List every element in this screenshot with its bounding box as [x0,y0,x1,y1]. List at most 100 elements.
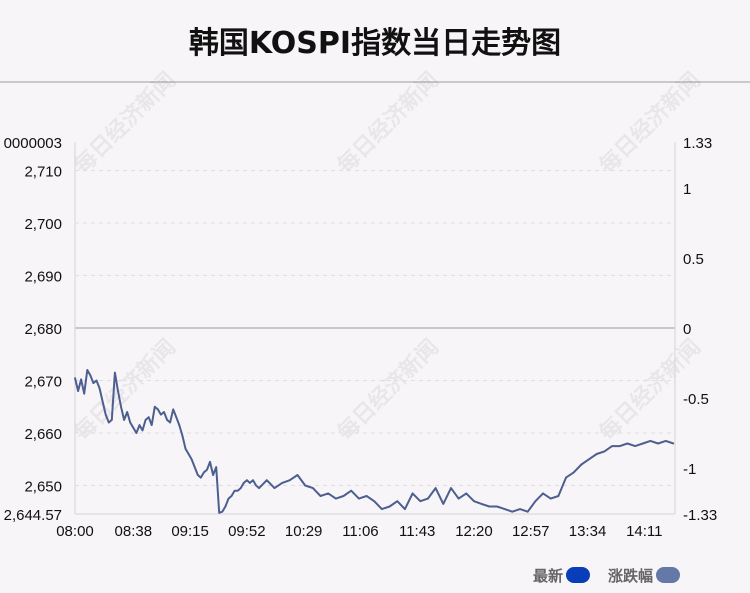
x-tick-label: 08:00 [56,523,94,540]
data-point [465,492,468,495]
y-left-tick-label: 2,660 [24,426,62,443]
data-point [187,453,190,455]
data-point [132,426,135,429]
legend-swatch-change [656,567,681,583]
x-tick-label: 10:29 [285,523,323,540]
y-right-tick-label: 0 [683,321,691,338]
data-point [126,411,128,413]
data-point [196,474,199,476]
data-point [365,495,368,497]
data-point [138,424,141,426]
y-left-tick-label: 2,680 [24,321,62,338]
data-point [588,458,590,461]
watermark-text: 每日经济新闻 [332,67,444,179]
x-tick-label: 09:52 [228,523,266,540]
watermark-text: 每日经济新闻 [69,67,181,179]
y-left-tick-label: 2,710 [24,164,62,181]
data-point [427,497,429,500]
x-tick-label: 12:57 [512,523,550,540]
legend-item-latest[interactable]: 最新 [533,564,591,586]
x-tick-label: 13:34 [569,523,607,540]
data-point [123,419,125,421]
data-point [595,453,598,455]
data-point [611,445,613,447]
data-point [101,400,104,403]
data-point [580,463,583,466]
data-point [312,487,314,489]
watermark-text: 每日经济新闻 [69,334,181,446]
data-point [342,495,345,497]
data-point [657,442,659,445]
data-point [634,445,636,447]
data-point [141,429,144,432]
data-point [144,419,147,421]
data-point [335,497,337,500]
legend-label-change: 涨跌幅 [608,566,654,585]
data-point [160,413,162,416]
data-point [618,445,621,447]
legend-label-latest: 最新 [533,566,564,585]
data-point [111,419,113,421]
data-point [649,440,652,442]
data-point [641,442,644,445]
data-point [249,482,251,484]
data-point [480,503,483,505]
data-point [404,508,406,510]
data-point [203,471,205,474]
data-point [396,500,399,503]
data-point [135,432,138,434]
data-point [74,377,76,379]
data-point [230,495,233,497]
data-point [603,450,606,453]
data-point [178,424,181,426]
data-point [511,510,514,513]
data-point [172,408,175,411]
data-point [221,510,224,513]
data-point [236,489,239,492]
data-point [86,369,89,371]
data-point [534,500,537,503]
data-point [626,442,629,445]
legend-item-change[interactable]: 涨跌幅 [608,564,681,586]
data-point [473,500,475,503]
x-tick-label: 11:06 [342,523,378,540]
legend-swatch-latest [566,567,591,583]
data-point [209,461,211,463]
data-point [89,374,92,377]
data-point [273,487,276,489]
data-point [206,468,208,471]
watermark-text: 每日经济新闻 [594,67,706,179]
data-point [672,442,675,445]
data-point [258,487,260,489]
data-point [572,471,575,474]
data-point [77,390,79,392]
plot-layer [74,369,675,514]
data-point [212,474,214,476]
data-point [120,405,122,408]
data-point [150,424,153,426]
y-right-tick-label: -1.33 [683,507,717,524]
data-point [114,371,116,374]
data-point [266,479,268,482]
axes-layer: 2,644.57 2,650 2,660 2,670 2,680 2,690 2,700 2,… [4,135,718,540]
data-point [503,508,506,510]
data-point [169,421,171,424]
x-tick-label: 11:43 [399,523,435,540]
data-point [381,508,383,510]
y-left-tick-label: 2,670 [24,373,62,390]
data-point [411,492,414,495]
chart-title: 韩国KOSPI指数当日走势图 [188,26,562,61]
data-point [190,458,193,461]
data-point [450,487,452,489]
data-point [557,495,560,497]
data-point [319,495,322,497]
y-left-tick-label: 2,644.57 [4,507,62,524]
data-point [175,416,178,419]
data-point [200,476,202,479]
data-point [95,379,98,382]
data-point [281,482,283,484]
data-point [163,411,165,413]
data-point [239,487,242,489]
